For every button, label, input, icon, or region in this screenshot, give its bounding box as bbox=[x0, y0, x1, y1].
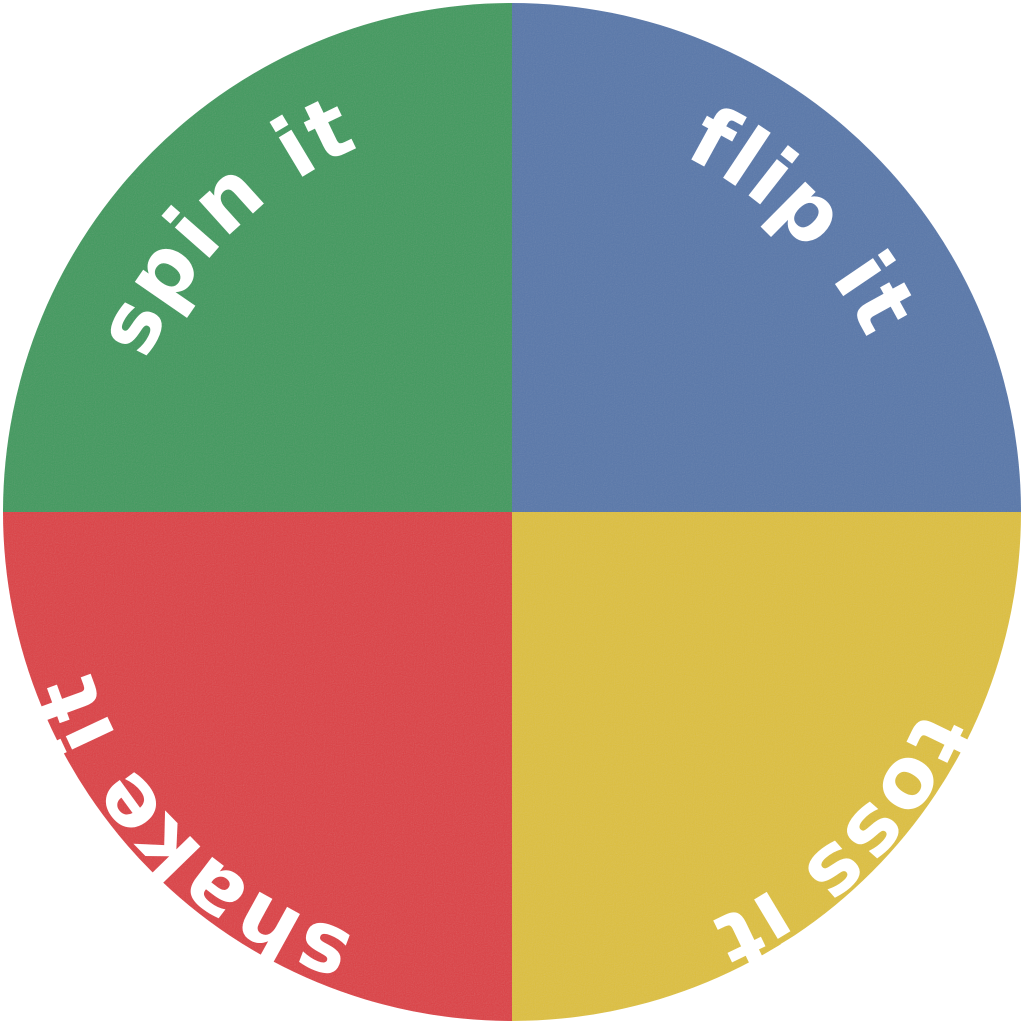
segment-spin-it[interactable] bbox=[0, 0, 512, 512]
segment-toss-it[interactable] bbox=[512, 512, 1024, 1024]
segment-flip-it[interactable] bbox=[512, 0, 1024, 512]
